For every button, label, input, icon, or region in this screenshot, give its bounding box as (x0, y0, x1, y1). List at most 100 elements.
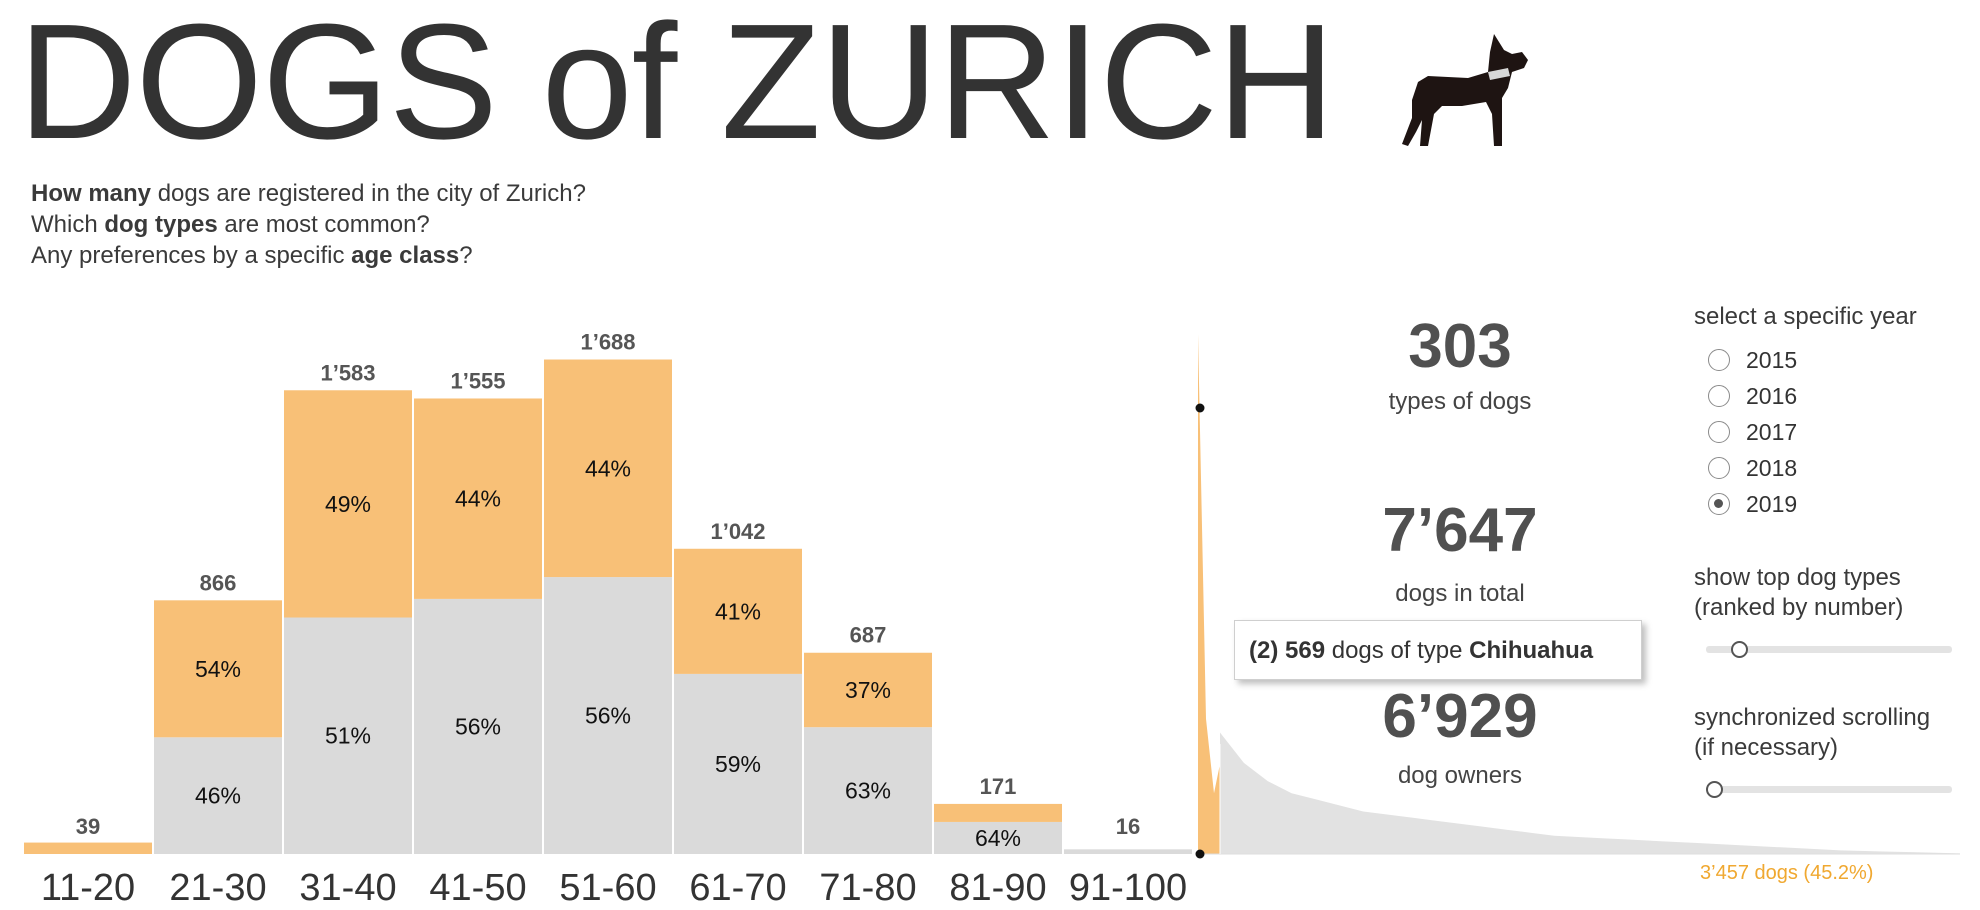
sync-scroll-slider-handle[interactable] (1706, 781, 1723, 798)
bar-value-label: 39 (76, 814, 100, 839)
radio-circle-icon[interactable] (1708, 421, 1730, 443)
bar-share-label: 56% (455, 713, 501, 739)
year-radio-label: 2015 (1746, 346, 1798, 373)
intro-line-2-pre: Which (31, 211, 105, 238)
radio-circle-icon[interactable] (1708, 493, 1730, 515)
bar-share-label: 59% (715, 751, 761, 777)
year-radio-label: 2018 (1746, 454, 1798, 481)
year-radio-label: 2017 (1746, 418, 1798, 445)
selection-count-note: 3’457 dogs (45.2%) (1700, 862, 1874, 884)
bar-share-label: 44% (455, 486, 501, 512)
bar-segment-grey (154, 737, 282, 854)
owners-value: 6’929 (1382, 682, 1538, 751)
sync-scroll-title: synchronized scrolling (if necessary) (1694, 703, 1930, 763)
year-radio-2018[interactable]: 2018 (1708, 450, 1797, 486)
bar-share-label: 54% (195, 656, 241, 682)
tooltip-rank: (2) (1249, 637, 1279, 664)
rank-area-highlight (1198, 334, 1220, 854)
dog-icon (1402, 34, 1528, 146)
bar-segment-grey (674, 673, 802, 854)
x-tick-label: 41-50 (429, 867, 526, 909)
total-label: dogs in total (1395, 580, 1525, 607)
bar-segment-grey (934, 821, 1062, 854)
bar-value-label: 16 (1116, 814, 1140, 839)
radio-circle-icon[interactable] (1708, 385, 1730, 407)
x-tick-label: 11-20 (41, 867, 135, 909)
bar-segment-orange (24, 842, 152, 854)
top-types-slider-handle[interactable] (1730, 641, 1748, 658)
bar-segment-orange (284, 390, 412, 618)
sync-scroll-title-line1: synchronized scrolling (1694, 704, 1931, 731)
bar-segment-grey (544, 577, 672, 854)
types-stat: 303 types of dogs (1310, 314, 1610, 416)
intro-line-1-rest: dogs are registered in the city of Zuric… (151, 180, 586, 207)
x-tick-label: 91-100 (1069, 867, 1187, 909)
total-value: 7’647 (1382, 496, 1538, 565)
x-tick-label: 31-40 (299, 867, 396, 909)
rank-area-grey (1220, 614, 1960, 854)
intro-line-1-bold: How many (31, 180, 152, 207)
owners-stat: 6’929 dog owners (1310, 684, 1610, 790)
bar-share-label: 49% (325, 491, 371, 517)
x-tick-label: 61-70 (689, 867, 786, 909)
bar-value-label: 1’555 (450, 368, 505, 393)
age-class-bar-chart: 39 11-20 46% 54% 866 21-30 51% 49% 1’583 31-40 56%… (24, 330, 1194, 909)
bar-share-label: 63% (845, 778, 891, 804)
intro-line-2-bold: dog types (104, 211, 218, 238)
intro-line-3-rest: ? (459, 242, 473, 269)
intro-line-3-bold: age class (351, 242, 460, 269)
rank-marker-top (1195, 403, 1205, 413)
x-tick-label: 21-30 (169, 867, 266, 909)
year-radio-group: 2015 2016 2017 2018 2019 (1708, 342, 1797, 522)
top-types-slider-track[interactable] (1706, 646, 1952, 653)
bar-value-label: 866 (200, 570, 237, 595)
bar-share-label: 51% (325, 723, 371, 749)
bar-segment-grey (414, 598, 542, 854)
bar-share-label: 41% (715, 598, 761, 624)
intro-line-2: Which dog types are most common? (31, 209, 586, 240)
bar-segment-grey (804, 727, 932, 854)
year-filter-title: select a specific year (1694, 303, 1917, 330)
intro-line-1: How many dogs are registered in the city… (31, 178, 586, 209)
bar-value-label: 687 (850, 623, 887, 648)
bar-share-label: 44% (585, 455, 631, 481)
sync-scroll-slider-track[interactable] (1706, 786, 1952, 793)
intro-line-3-pre: Any preferences by a specific (31, 242, 352, 269)
bar-value-label: 1’688 (580, 330, 635, 355)
x-tick-label: 71-80 (819, 867, 916, 909)
sync-scroll-title-line2: (if necessary) (1694, 734, 1839, 761)
owners-label: dog owners (1397, 762, 1523, 789)
bar-segment-orange (154, 600, 282, 738)
year-radio-2017[interactable]: 2017 (1708, 414, 1797, 450)
radio-circle-icon[interactable] (1708, 457, 1730, 479)
bar-value-label: 171 (980, 774, 1017, 799)
bar-share-label: 46% (195, 783, 241, 809)
top-types-title: show top dog types (ranked by number) (1694, 563, 1903, 623)
x-tick-label: 81-90 (949, 867, 1046, 909)
bar-segment-grey (284, 617, 412, 854)
bar-segment-orange (934, 803, 1062, 822)
year-radio-label: 2019 (1746, 490, 1798, 517)
intro-line-2-rest: are most common? (217, 211, 430, 238)
bar-value-label: 1’583 (320, 360, 375, 385)
bar-value-label: 1’042 (710, 519, 765, 544)
year-radio-2019[interactable]: 2019 (1708, 486, 1797, 522)
page-title: DOGS of ZURICH (18, 0, 1335, 173)
tooltip-type: Chihuahua (1469, 637, 1594, 664)
intro-text: How many dogs are registered in the city… (31, 178, 586, 271)
bar-segment-orange (674, 548, 802, 674)
radio-circle-icon[interactable] (1708, 349, 1730, 371)
bar-segment-orange (414, 398, 542, 599)
year-radio-2015[interactable]: 2015 (1708, 342, 1797, 378)
tooltip-middle: dogs of type (1325, 637, 1470, 664)
bar-share-label: 64% (975, 825, 1021, 851)
top-types-title-line2: (ranked by number) (1694, 594, 1904, 621)
year-radio-2016[interactable]: 2016 (1708, 378, 1797, 414)
bar-segment-orange (804, 652, 932, 728)
bar-segment-grey (1064, 849, 1192, 854)
year-radio-label: 2016 (1746, 382, 1798, 409)
tooltip-count: 569 (1285, 637, 1326, 664)
bar-share-label: 56% (585, 703, 631, 729)
types-label: types of dogs (1388, 388, 1532, 415)
